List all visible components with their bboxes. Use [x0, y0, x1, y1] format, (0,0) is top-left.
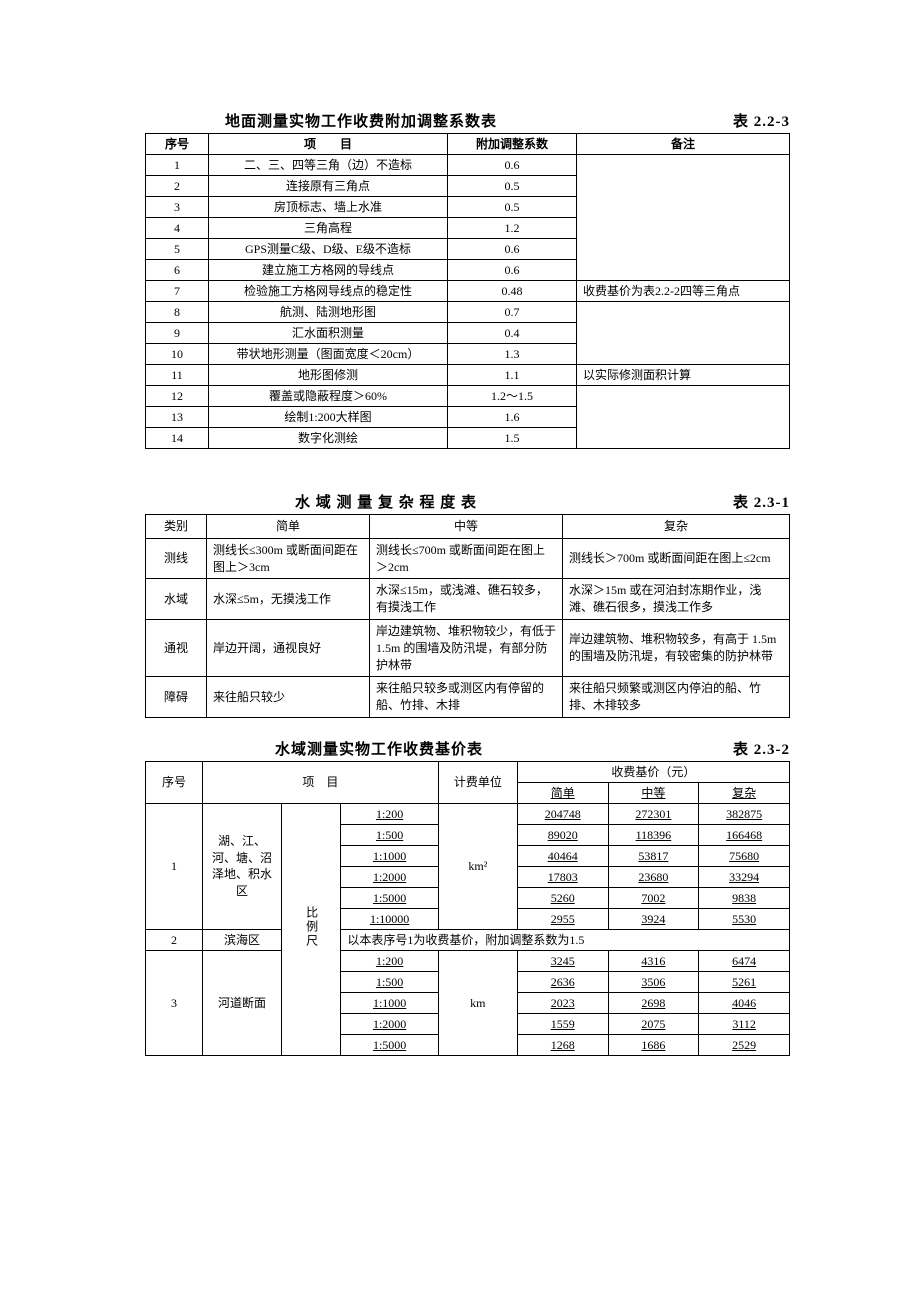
table-row: 1 湖、江、河、塘、沼泽地、积水区 比例尺 1:200 km² 20474827… — [146, 803, 790, 824]
col-coef: 附加调整系数 — [448, 134, 577, 155]
col-item: 项 目 — [209, 134, 448, 155]
table1-number: 表 2.2-3 — [733, 110, 790, 131]
table1-title: 地面测量实物工作收费附加调整系数表 — [225, 110, 497, 131]
table3: 序号 项 目 计费单位 收费基价（元） 简单 中等 复杂 1 湖、江、河、塘、沼… — [145, 761, 790, 1056]
table1-title-row: 地面测量实物工作收费附加调整系数表 表 2.2-3 — [145, 110, 790, 131]
table-row: 11地形图修测1.1以实际修测面积计算 — [146, 365, 790, 386]
table-row: 12覆盖或隐蔽程度＞60%1.2～1.5 — [146, 386, 790, 407]
table-row: 测线测线长≤300m 或断面间距在图上＞3cm测线长≤700m 或断面间距在图上… — [146, 538, 790, 579]
table-header-row: 序号 项 目 附加调整系数 备注 — [146, 134, 790, 155]
table-row: 通视岸边开阔，通视良好岸边建筑物、堆积物较少，有低于 1.5m 的围墙及防汛堤，… — [146, 619, 790, 676]
table-row: 2 滨海区 以本表序号1为收费基价，附加调整系数为1.5 — [146, 929, 790, 950]
table-header-row: 序号 项 目 计费单位 收费基价（元） — [146, 761, 790, 782]
table3-title-row: 水域测量实物工作收费基价表 表 2.3-2 — [145, 738, 790, 759]
col-medium: 中等 — [608, 782, 699, 803]
col-unit: 计费单位 — [438, 761, 517, 803]
scale-label: 比例尺 — [282, 803, 341, 1055]
col-fee: 收费基价（元） — [517, 761, 789, 782]
table2-number: 表 2.3-1 — [733, 491, 790, 512]
table3-title: 水域测量实物工作收费基价表 — [275, 738, 483, 759]
table2-title: 水 域 测 量 复 杂 程 度 表 — [295, 491, 477, 512]
table3-number: 表 2.3-2 — [733, 738, 790, 759]
col-simple: 简单 — [517, 782, 608, 803]
col-note: 备注 — [577, 134, 790, 155]
col-complex: 复杂 — [699, 782, 790, 803]
table-row: 障碍来往船只较少来往船只较多或测区内有停留的船、竹排、木排来往船只频繁或测区内停… — [146, 677, 790, 718]
table-row: 7检验施工方格网导线点的稳定性0.48收费基价为表2.2-2四等三角点 — [146, 281, 790, 302]
col-seq: 序号 — [146, 761, 203, 803]
table2-title-row: 水 域 测 量 复 杂 程 度 表 表 2.3-1 — [145, 491, 790, 512]
table-row: 1二、三、四等三角（边）不造标0.6 — [146, 155, 790, 176]
table2: 类别 简单 中等 复杂 测线测线长≤300m 或断面间距在图上＞3cm测线长≤7… — [145, 514, 790, 718]
table-row: 3 河道断面 1:200 km 324543166474 — [146, 950, 790, 971]
col-seq: 序号 — [146, 134, 209, 155]
page: 地面测量实物工作收费附加调整系数表 表 2.2-3 序号 项 目 附加调整系数 … — [0, 0, 920, 1136]
table1: 序号 项 目 附加调整系数 备注 1二、三、四等三角（边）不造标0.6 2连接原… — [145, 133, 790, 449]
col-item: 项 目 — [203, 761, 439, 803]
table-row: 水域水深≤5m，无摸浅工作水深≤15m，或浅滩、礁石较多，有摸浅工作水深＞15m… — [146, 579, 790, 620]
table-row: 8航测、陆测地形图0.7 — [146, 302, 790, 323]
table-header-row: 类别 简单 中等 复杂 — [146, 515, 790, 539]
